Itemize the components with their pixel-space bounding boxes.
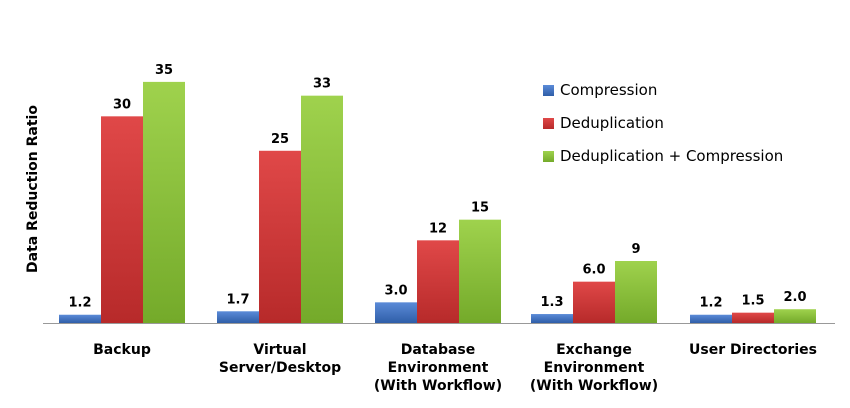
legend: Compression Deduplication Deduplication + …	[543, 81, 783, 165]
x-tick-label: (With Workflow)	[530, 378, 658, 394]
x-tick-label: (With Workflow)	[374, 378, 502, 394]
x-tick-label: Environment	[388, 360, 489, 376]
data-label: 2.0	[783, 290, 806, 305]
bar-compression-2	[375, 302, 417, 323]
data-label: 1.2	[68, 296, 91, 311]
legend-swatch	[543, 118, 554, 129]
data-label: 6.0	[582, 263, 605, 278]
bar-deduplication-compression-4	[774, 309, 816, 323]
data-label: 1.2	[699, 296, 722, 311]
x-tick-label: User Directories	[689, 342, 817, 358]
x-tick-label: Virtual	[253, 342, 306, 358]
bar-deduplication-compression-2	[459, 219, 501, 323]
x-tick-label: Database	[401, 342, 476, 358]
data-label: 30	[113, 97, 131, 112]
x-tick-label: Environment	[544, 360, 645, 376]
legend-swatch	[543, 151, 554, 162]
bar-compression-3	[531, 314, 573, 323]
bar-deduplication-compression-1	[301, 95, 343, 324]
data-label: 3.0	[384, 283, 407, 298]
data-label: 1.5	[741, 294, 764, 309]
x-tick-label: Exchange	[556, 342, 632, 358]
data-label: 33	[313, 77, 331, 92]
bar-deduplication-3	[573, 281, 615, 323]
bar-deduplication-compression-0	[143, 81, 185, 323]
bar-deduplication-1	[259, 150, 301, 323]
bars-group: 1.2 30 35 1.7 25 33 3.0 12 15 1.3 6.0 9 1.2 1.5 2.0	[59, 63, 816, 324]
data-label: 1.7	[226, 292, 249, 307]
bar-compression-1	[217, 311, 259, 323]
data-label: 15	[471, 201, 489, 216]
bar-deduplication-4	[732, 312, 774, 323]
bar-deduplication-2	[417, 240, 459, 323]
bar-deduplication-compression-3	[615, 261, 657, 323]
data-label: 25	[271, 132, 289, 147]
data-label: 35	[155, 63, 173, 78]
x-tick-labels: Backup Virtual Server/Desktop Database Envir…	[93, 342, 817, 394]
data-label: 12	[429, 221, 447, 236]
legend-swatch	[543, 85, 554, 96]
bar-deduplication-0	[101, 116, 143, 323]
legend-label: Deduplication	[560, 114, 664, 132]
y-axis-title: Data Reduction Ratio	[25, 105, 41, 273]
data-label: 1.3	[540, 295, 563, 310]
bar-compression-4	[690, 314, 732, 323]
legend-label: Deduplication + Compression	[560, 147, 783, 165]
legend-label: Compression	[560, 81, 657, 99]
x-tick-label: Backup	[93, 342, 151, 358]
x-tick-label: Server/Desktop	[219, 360, 341, 376]
bar-compression-0	[59, 314, 101, 323]
data-label: 9	[631, 242, 640, 257]
